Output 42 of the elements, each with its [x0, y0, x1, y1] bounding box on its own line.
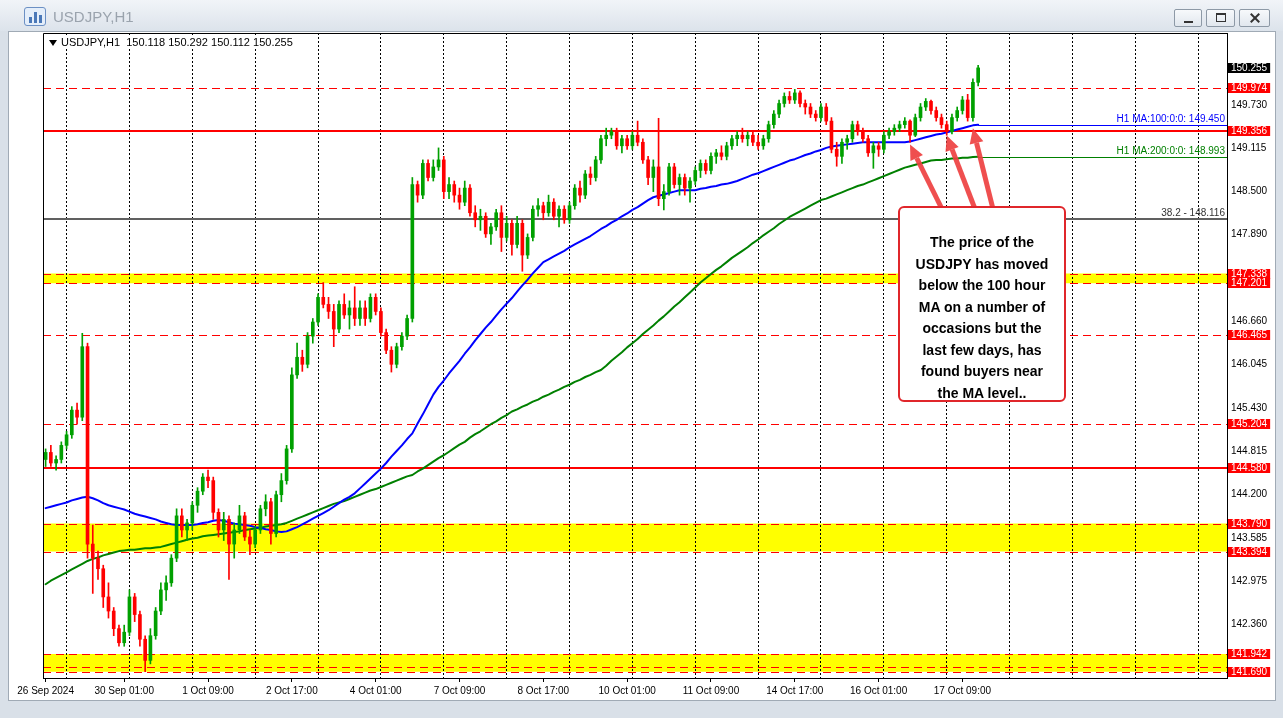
y-tick-label: 144.200 — [1231, 488, 1268, 500]
y-tick-label: 146.045 — [1231, 358, 1268, 370]
y-tick-label: 149.730 — [1231, 98, 1268, 110]
ref-line-label: 147.201 — [1231, 277, 1268, 289]
ref-line-label: 143.790 — [1231, 518, 1268, 530]
ref-line-label: 144.580 — [1231, 462, 1268, 474]
x-tick-label: 26 Sep 2024 — [17, 684, 75, 696]
text: 150.255 — [1231, 62, 1268, 74]
chart-subtitle: USDJPY,H1 150.118 150.292 150.112 150.255 — [59, 36, 295, 49]
ref-line-label: 149.356 — [1231, 125, 1268, 137]
y-tick-label: 145.430 — [1231, 401, 1268, 413]
ref-line-label: 146.465 — [1231, 329, 1268, 341]
annotation: The price of the USDJPY has moved below the 100 hour MA on a number of occasions but the last few days, has found buyers near the MA level.. — [898, 206, 1066, 402]
x-tick-label: 10 Oct 01:00 — [598, 684, 657, 696]
ref-line-label: 141.690 — [1231, 666, 1268, 678]
x-tick-label: 4 Oct 01:00 — [349, 684, 402, 696]
x-tick-label: 16 Oct 01:00 — [849, 684, 908, 696]
annotation: 38.2 - 148.116 — [1161, 206, 1226, 218]
x-tick-label: 1 Oct 09:00 — [182, 684, 235, 696]
y-tick-label: 148.500 — [1231, 185, 1268, 197]
y-tick-label: 146.660 — [1231, 315, 1268, 327]
y-tick-label: 142.360 — [1231, 618, 1268, 630]
chart-title: USDJPY,H1 — [53, 8, 134, 26]
x-tick-label: 2 Oct 17:00 — [266, 684, 319, 696]
x-tick-label: 17 Oct 09:00 — [933, 684, 992, 696]
y-tick-label: 147.890 — [1231, 228, 1268, 240]
y-tick-label: 144.815 — [1231, 445, 1268, 457]
ref-line-label: 149.974 — [1231, 82, 1268, 94]
y-tick-label: 143.585 — [1231, 531, 1268, 543]
x-tick-label: 11 Oct 09:00 — [682, 684, 740, 696]
ref-line-label: 143.394 — [1231, 546, 1268, 558]
y-tick-label: 142.975 — [1231, 574, 1268, 586]
ref-line-label: 141.942 — [1231, 648, 1268, 660]
text: H1 MA:200:0:0: 148.993 — [1116, 144, 1226, 156]
x-tick-label: 14 Oct 17:00 — [766, 684, 824, 696]
y-tick-label: 149.115 — [1231, 142, 1267, 153]
x-tick-label: 8 Oct 17:00 — [517, 684, 570, 696]
ref-line-label: 147.338 — [1231, 268, 1268, 280]
x-tick-label: 30 Sep 01:00 — [94, 684, 155, 696]
x-tick-label: 7 Oct 09:00 — [433, 684, 486, 696]
text: H1 MA:100:0:0: 149.450 — [1116, 112, 1226, 124]
ref-line-label: 145.204 — [1231, 418, 1268, 430]
